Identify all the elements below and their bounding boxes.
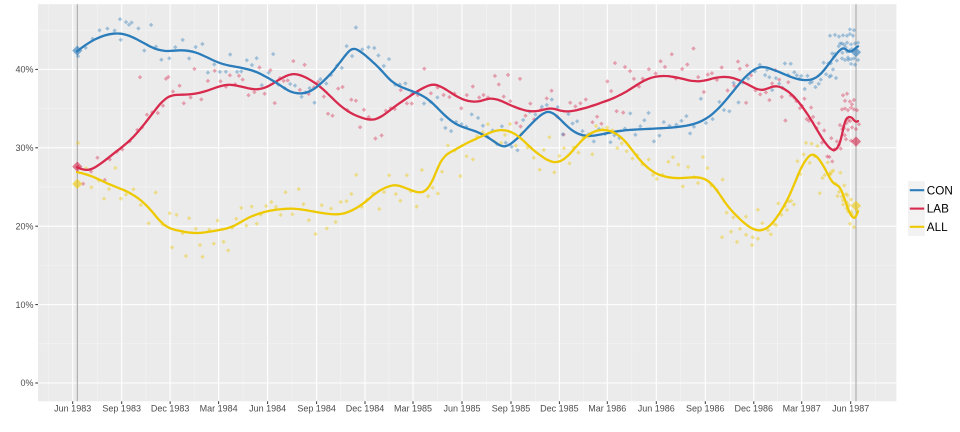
- svg-text:Sep 1985: Sep 1985: [492, 404, 531, 414]
- svg-text:Mar 1984: Mar 1984: [200, 404, 238, 414]
- svg-text:LAB: LAB: [927, 203, 949, 216]
- svg-text:0%: 0%: [20, 378, 33, 388]
- svg-text:Sep 1984: Sep 1984: [297, 404, 336, 414]
- svg-text:10%: 10%: [15, 300, 33, 310]
- svg-text:CON: CON: [927, 184, 953, 197]
- svg-text:Mar 1986: Mar 1986: [588, 404, 626, 414]
- svg-text:Sep 1986: Sep 1986: [686, 404, 725, 414]
- svg-text:Jun 1987: Jun 1987: [832, 404, 869, 414]
- svg-text:Dec 1983: Dec 1983: [151, 404, 190, 414]
- svg-text:Jun 1985: Jun 1985: [443, 404, 480, 414]
- svg-text:Jun 1983: Jun 1983: [54, 404, 91, 414]
- svg-text:Mar 1987: Mar 1987: [783, 404, 821, 414]
- svg-text:40%: 40%: [15, 65, 33, 75]
- svg-text:30%: 30%: [15, 143, 33, 153]
- svg-text:Jun 1986: Jun 1986: [638, 404, 675, 414]
- svg-text:20%: 20%: [15, 221, 33, 231]
- svg-text:ALL: ALL: [927, 221, 948, 234]
- svg-text:Dec 1985: Dec 1985: [540, 404, 579, 414]
- svg-text:Jun 1984: Jun 1984: [249, 404, 286, 414]
- svg-text:Sep 1983: Sep 1983: [102, 404, 141, 414]
- svg-text:Dec 1986: Dec 1986: [735, 404, 774, 414]
- svg-text:Dec 1984: Dec 1984: [346, 404, 385, 414]
- svg-text:Mar 1985: Mar 1985: [394, 404, 432, 414]
